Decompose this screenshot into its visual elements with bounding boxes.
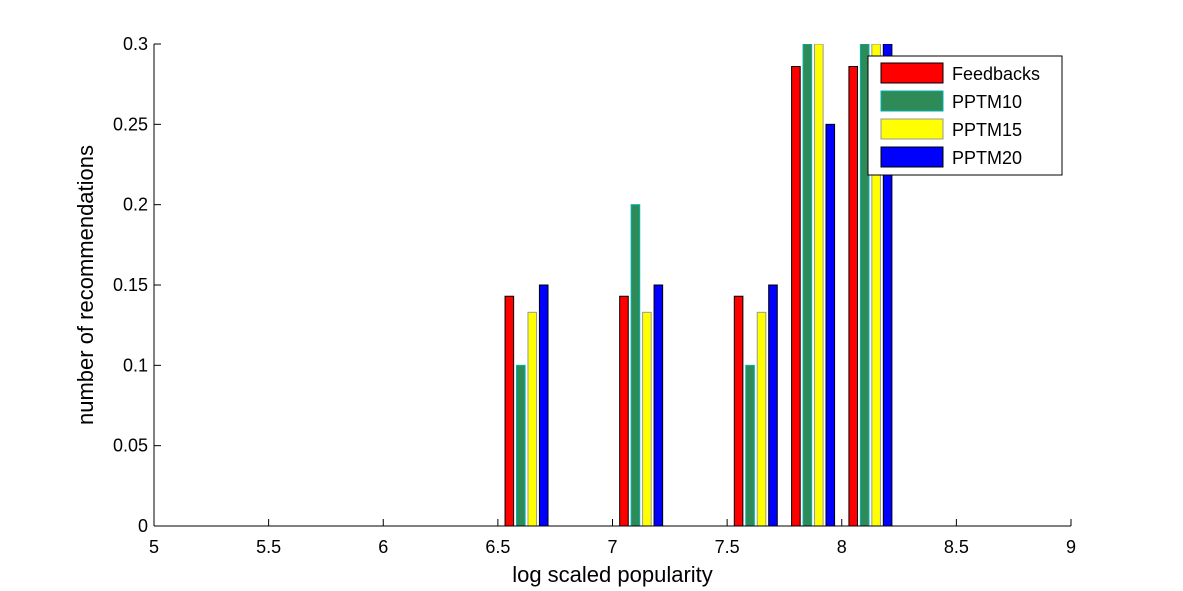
y-tick-label: 0	[138, 516, 148, 536]
y-tick-label: 0.05	[113, 436, 148, 456]
bar-pptm15-11	[814, 44, 824, 526]
x-tick-label: 5	[149, 537, 159, 557]
legend-label-feedbacks: Feedbacks	[952, 64, 1040, 84]
bar-pptm10-11	[802, 44, 813, 526]
x-tick-label: 5.5	[256, 537, 281, 557]
bar-pptm15-8	[642, 311, 652, 526]
legend-label-pptm15: PPTM15	[952, 120, 1022, 140]
x-axis-label: log scaled popularity	[512, 562, 713, 587]
bar-pptm10-12	[859, 44, 870, 526]
x-tick-label: 9	[1066, 537, 1076, 557]
x-tick-label: 6.5	[485, 537, 510, 557]
bar-feedbacks-6	[504, 295, 515, 526]
x-tick-label: 7.5	[715, 537, 740, 557]
ticks-layer: 5 5.5 6 6.5 7 7.5 8 8.5 9 0 0.05 0.1 0.15 0.2 0.25 0.3	[113, 34, 1076, 557]
legend-swatch-pptm20	[880, 146, 944, 168]
x-tick-label: 6	[378, 537, 388, 557]
y-tick-label: 0.2	[123, 195, 148, 215]
x-tick-label: 7	[607, 537, 617, 557]
bar-pptm20-12	[882, 44, 893, 526]
bar-pptm15-10	[756, 311, 767, 526]
legend-label-pptm10: PPTM10	[952, 92, 1022, 112]
bar-feedbacks-11	[791, 65, 801, 526]
y-tick-label: 0.15	[113, 275, 148, 295]
y-tick-label: 0.3	[123, 34, 148, 54]
bar-pptm20-11	[825, 123, 836, 526]
x-tick-label: 8	[837, 537, 847, 557]
bar-pptm20-8	[653, 284, 664, 526]
legend-swatch-feedbacks	[880, 62, 944, 84]
legend-swatch-pptm15	[880, 118, 944, 140]
bar-feedbacks-12	[848, 65, 859, 526]
y-tick-label: 0.1	[123, 355, 148, 375]
bar-pptm20-10	[768, 284, 778, 526]
bars-layer	[504, 44, 893, 526]
legend: Feedbacks PPTM10 PPTM15 PPTM20	[867, 55, 1063, 176]
legend-swatch-pptm10	[880, 90, 944, 112]
bar-feedbacks-10	[733, 295, 744, 526]
y-axis-label: number of recommendations	[73, 145, 98, 425]
bar-pptm15-6	[527, 311, 538, 526]
bar-pptm10-6	[516, 364, 526, 526]
bar-pptm10-8	[630, 204, 641, 526]
bar-pptm10-10	[745, 364, 755, 526]
legend-label-pptm20: PPTM20	[952, 148, 1022, 168]
bar-pptm20-6	[538, 284, 549, 526]
bar-feedbacks-8	[619, 295, 629, 526]
y-tick-label: 0.25	[113, 114, 148, 134]
bar-pptm15-12	[871, 44, 881, 526]
x-tick-label: 8.5	[944, 537, 969, 557]
